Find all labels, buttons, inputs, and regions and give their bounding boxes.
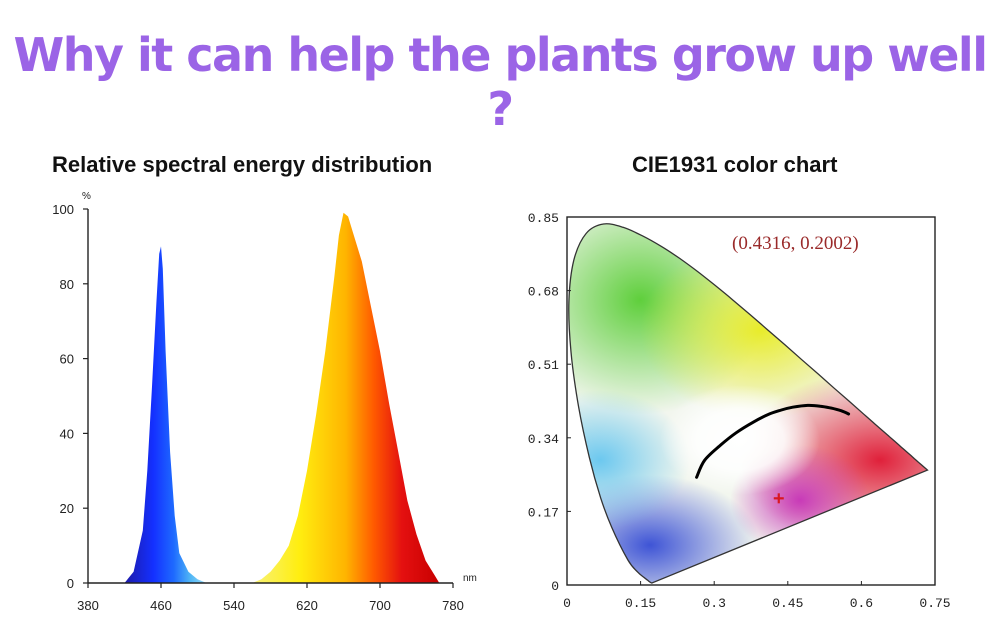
- spectral-y-tick-label: 60: [60, 352, 74, 367]
- spectral-peak-1: [124, 246, 207, 583]
- cie-y-tick-label: 0.51: [528, 358, 559, 373]
- spectral-ticks: 380 460 540 620 700 780 0 20 40 60 80 100: [52, 202, 464, 613]
- cie-y-tick-label: 0.17: [528, 505, 559, 520]
- cie-x-tick-label: 0.15: [625, 596, 656, 611]
- cie-planckian-locus: [695, 403, 851, 479]
- spectral-y-tick-label: 80: [60, 277, 74, 292]
- page-headline: Why it can help the plants grow up well …: [13, 28, 988, 136]
- cie-x-tick-label: 0: [563, 596, 571, 611]
- cie-x-tick-label: 0.3: [702, 596, 725, 611]
- spectral-peak-2: [252, 212, 440, 583]
- spectral-y-unit: %: [82, 191, 91, 202]
- spectral-y-tick-label: 40: [60, 426, 74, 441]
- cie-x-tick-label: 0.45: [772, 596, 803, 611]
- spectral-x-tick-label: 460: [150, 598, 172, 613]
- spectral-x-tick-label: 380: [77, 598, 99, 613]
- spectral-x-tick-label: 700: [369, 598, 391, 613]
- cie-spectral-locus: [568, 223, 929, 584]
- cie-y-tick-label: 0.85: [528, 211, 559, 226]
- cie-coordinate-label: (0.4316, 0.2002): [732, 233, 859, 254]
- spectral-chart-title: Relative spectral energy distribution: [52, 152, 433, 177]
- cie-ticks: 0 0.15 0.3 0.45 0.6 0.75 0 0.17 0.34 0.51 0.68 0.85: [528, 211, 951, 611]
- spectral-x-unit: nm: [463, 573, 477, 584]
- spectral-x-tick-label: 780: [442, 598, 464, 613]
- spectral-y-tick-label: 100: [52, 202, 74, 217]
- cie-plot-frame: [566, 216, 936, 586]
- spectral-x-tick-label: 540: [223, 598, 245, 613]
- cie-y-tick-label: 0.68: [528, 285, 559, 300]
- spectral-plot-area: [124, 212, 440, 583]
- cie-y-tick-label: 0: [551, 579, 559, 594]
- spectral-x-tick-label: 620: [296, 598, 318, 613]
- cie-x-tick-label: 0.75: [919, 596, 950, 611]
- cie-y-tick-label: 0.34: [528, 432, 559, 447]
- cie-x-tick-label: 0.6: [850, 596, 873, 611]
- cie-chromaticity-point: [773, 493, 784, 504]
- cie-chart-title: CIE1931 color chart: [632, 152, 838, 177]
- spectral-y-tick-label: 20: [60, 501, 74, 516]
- spectral-y-tick-label: 0: [67, 576, 74, 591]
